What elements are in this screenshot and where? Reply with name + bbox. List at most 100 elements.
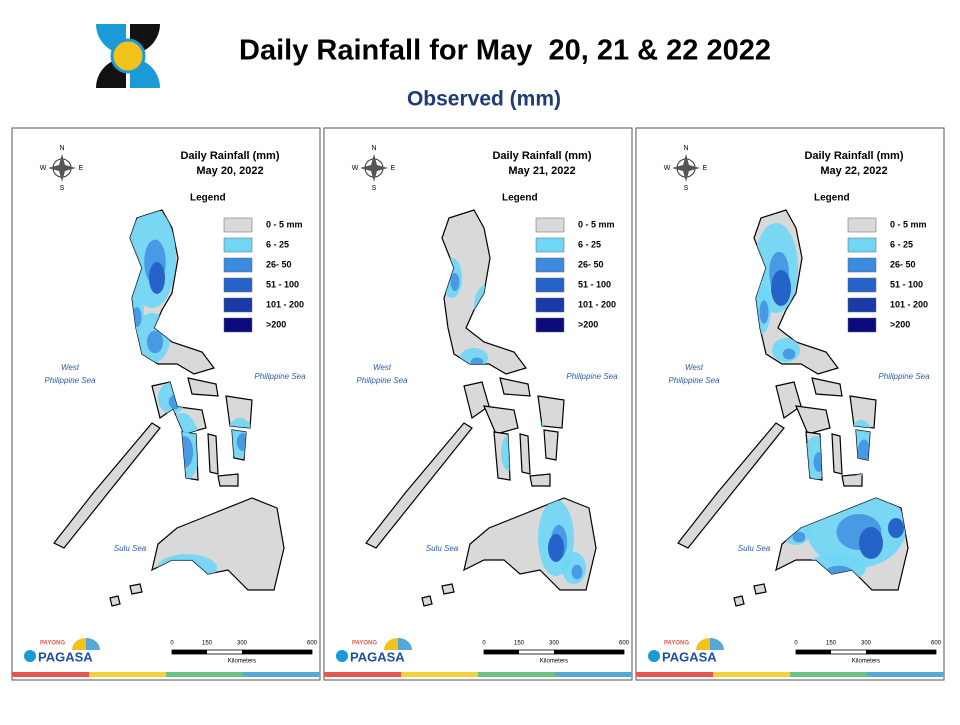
sea-label: Sulu Sea	[114, 544, 147, 553]
scale-tick: 0	[170, 641, 174, 647]
pagasa-logo: PAYONG PAGASA	[648, 638, 724, 664]
island	[537, 395, 565, 429]
island	[733, 595, 745, 607]
scale-tick: 600	[931, 641, 942, 647]
island	[529, 473, 551, 487]
color-stripe	[478, 672, 555, 677]
legend-label: 51 - 100	[266, 279, 299, 289]
compass-s: S	[372, 185, 377, 192]
map-panel: N S W E Daily Rainfall (mm) May 22, 2022 Legen…	[635, 127, 945, 681]
legend-swatch	[223, 317, 253, 333]
island	[483, 405, 519, 435]
compass-w: W	[352, 165, 359, 172]
legend-label: 26- 50	[578, 259, 604, 269]
scale-segment	[866, 650, 936, 654]
sea-label: Philippine Sea	[878, 372, 930, 381]
scale-unit: Kilometers	[228, 659, 256, 665]
sea-label: Philippine Sea	[356, 376, 408, 385]
compass-w: W	[664, 165, 671, 172]
legend-title: Legend	[814, 193, 850, 204]
legend-swatch	[223, 217, 253, 233]
rain-area	[149, 262, 165, 294]
logo-brand: PAGASA	[350, 649, 405, 664]
legend-label: 6 - 25	[578, 239, 601, 249]
legend-swatch	[535, 217, 565, 233]
scale-unit: Kilometers	[852, 659, 880, 665]
logo-mark	[24, 650, 36, 662]
scale-tick: 600	[619, 641, 630, 647]
island	[109, 595, 121, 607]
legend-label: 6 - 25	[890, 239, 913, 249]
compass-e: E	[79, 165, 84, 172]
legend-label: >200	[578, 319, 598, 329]
color-stripe	[401, 672, 478, 677]
rain-area	[548, 534, 564, 562]
island	[841, 473, 863, 487]
compass-w: W	[40, 165, 47, 172]
scale-tick: 150	[826, 641, 837, 647]
island	[217, 473, 239, 487]
scale-tick: 600	[307, 641, 318, 647]
rain-area	[888, 518, 904, 538]
umbrella	[86, 638, 100, 650]
panel-title: Daily Rainfall (mm)	[180, 150, 279, 162]
panel-date: May 20, 2022	[196, 165, 263, 177]
compass-e: E	[391, 165, 396, 172]
legend-label: 51 - 100	[578, 279, 611, 289]
island	[441, 583, 455, 595]
island	[849, 395, 877, 429]
logo-brand: PAGASA	[38, 649, 93, 664]
island	[677, 422, 785, 549]
rain-area	[571, 564, 583, 580]
sea-label: Philippine Sea	[254, 372, 306, 381]
compass-s: S	[684, 185, 689, 192]
legend-title: Legend	[190, 193, 226, 204]
legend-swatch	[223, 257, 253, 273]
compass-n: N	[683, 145, 688, 152]
legend-swatch	[223, 277, 253, 293]
scale-tick: 0	[482, 641, 486, 647]
compass-star	[360, 154, 388, 182]
island	[543, 429, 559, 461]
color-stripe	[324, 672, 401, 677]
island	[519, 433, 531, 475]
sea-label: West	[685, 363, 704, 372]
island	[421, 595, 433, 607]
legend-swatch	[847, 237, 877, 253]
land	[677, 209, 909, 607]
legend-swatch	[223, 297, 253, 313]
legend-label: >200	[266, 319, 286, 329]
rain-area	[782, 348, 796, 360]
panel-title: Daily Rainfall (mm)	[492, 150, 591, 162]
legend-swatch	[847, 317, 877, 333]
island	[811, 377, 843, 397]
legend-swatch	[847, 277, 877, 293]
scale-unit: Kilometers	[540, 659, 568, 665]
compass-n: N	[59, 145, 64, 152]
compass-s: S	[60, 185, 65, 192]
island	[187, 377, 219, 397]
legend-swatch	[535, 297, 565, 313]
scale-segment	[554, 650, 624, 654]
legend-label: 101 - 200	[578, 299, 616, 309]
slide-title: Daily Rainfall for May 20, 21 & 22 2022	[239, 35, 771, 67]
island	[795, 405, 831, 435]
color-stripe	[166, 672, 243, 677]
legend-label: 101 - 200	[266, 299, 304, 309]
legend-label: 0 - 5 mm	[578, 219, 615, 229]
legend-title: Legend	[502, 193, 538, 204]
compass-e: E	[703, 165, 708, 172]
island	[499, 377, 531, 397]
sea-label: Philippine Sea	[668, 376, 720, 385]
map-panel: N S W E Daily Rainfall (mm) May 21, 2022 Legen…	[323, 127, 633, 681]
umbrella	[710, 638, 724, 650]
island	[365, 422, 473, 549]
rain-area	[759, 300, 769, 324]
compass: N S W E	[40, 145, 84, 192]
color-stripe	[12, 672, 89, 677]
panel-title: Daily Rainfall (mm)	[804, 150, 903, 162]
legend-label: 51 - 100	[890, 279, 923, 289]
compass-star	[48, 154, 76, 182]
color-stripe	[555, 672, 632, 677]
legend-swatch	[535, 257, 565, 273]
